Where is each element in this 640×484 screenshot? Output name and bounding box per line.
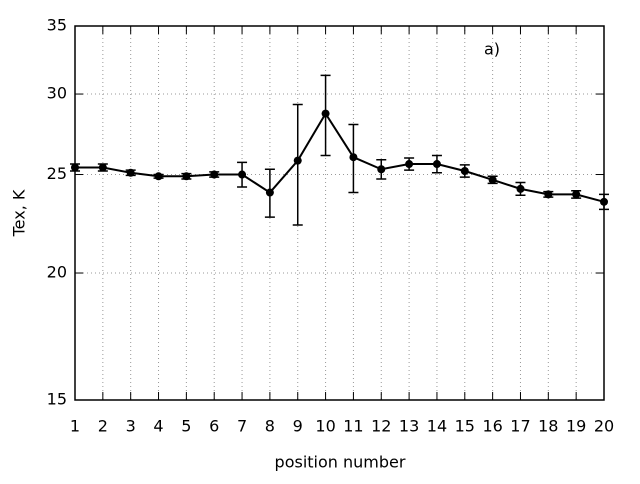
x-tick-label: 18 xyxy=(538,417,558,436)
error-bar xyxy=(292,103,303,226)
x-tick-label: 6 xyxy=(209,417,219,436)
x-tick-label: 14 xyxy=(427,417,447,436)
point xyxy=(321,109,330,118)
y-tick-label: 20 xyxy=(47,263,67,282)
point xyxy=(71,163,79,172)
point xyxy=(488,175,497,184)
point xyxy=(182,172,191,181)
point xyxy=(572,190,581,199)
point xyxy=(293,156,302,165)
x-tick-label: 5 xyxy=(181,417,191,436)
y-axis-label: Tex, K xyxy=(10,189,29,237)
x-tick-label: 2 xyxy=(98,417,108,436)
point xyxy=(265,188,274,197)
point xyxy=(405,160,414,169)
y-tick-label: 15 xyxy=(47,390,67,409)
line xyxy=(75,111,605,203)
y-tick-label: 25 xyxy=(47,164,67,183)
x-tick-label: 8 xyxy=(265,417,275,436)
x-tick-label: 11 xyxy=(343,417,363,436)
point xyxy=(377,165,386,174)
x-tick-label: 16 xyxy=(482,417,502,436)
x-axis-label: position number xyxy=(275,453,406,472)
point xyxy=(238,170,247,179)
point xyxy=(210,170,219,179)
x-tick-label: 3 xyxy=(126,417,136,436)
x-tick-label: 13 xyxy=(399,417,419,436)
x-tick-label: 12 xyxy=(371,417,391,436)
x-tick-label: 7 xyxy=(237,417,247,436)
x-tick-label: 9 xyxy=(293,417,303,436)
annotation: a) xyxy=(484,40,500,59)
x-tick-label: 20 xyxy=(594,417,614,436)
x-tick-label: 1 xyxy=(70,417,80,436)
point xyxy=(349,153,358,162)
point xyxy=(600,197,608,206)
point xyxy=(98,163,107,172)
x-tick-label: 15 xyxy=(455,417,475,436)
y-tick-label: 30 xyxy=(47,84,67,103)
x-tick-label: 19 xyxy=(566,417,586,436)
point xyxy=(432,160,441,169)
point xyxy=(544,190,553,199)
point xyxy=(516,184,525,193)
x-tick-label: 4 xyxy=(153,417,163,436)
point xyxy=(154,172,163,181)
x-tick-label: 17 xyxy=(510,417,530,436)
x-tick-label: 10 xyxy=(315,417,335,436)
point xyxy=(126,168,135,177)
plot-frame xyxy=(74,25,605,401)
y-tick-label: 35 xyxy=(47,16,67,35)
point xyxy=(460,167,469,176)
